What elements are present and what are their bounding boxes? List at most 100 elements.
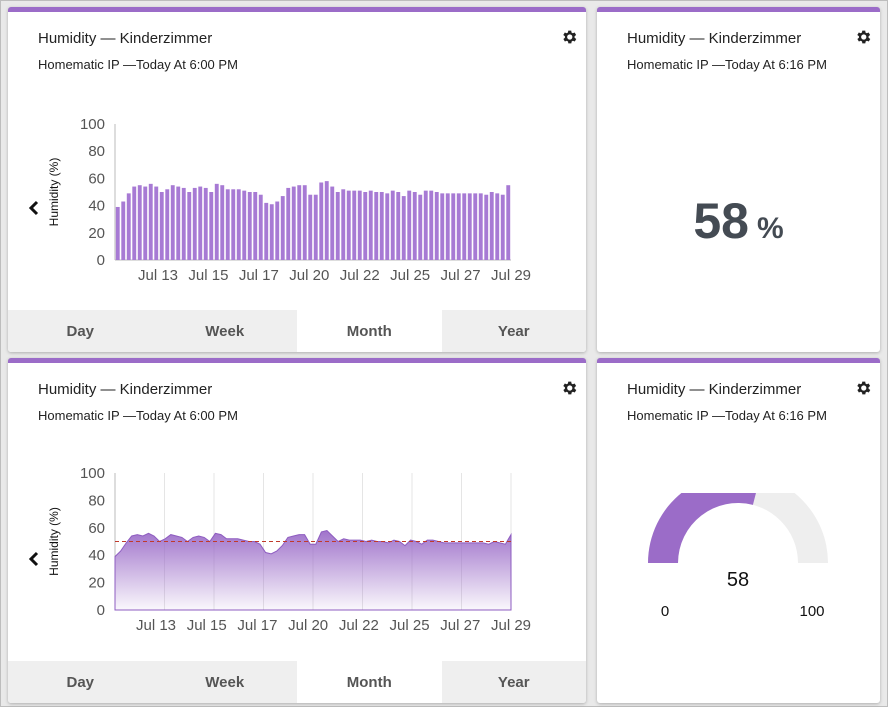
- bar: [247, 192, 252, 260]
- x-tick-label: Jul 13: [138, 267, 178, 284]
- x-tick-label: Jul 15: [187, 617, 227, 634]
- gauge-min-label: 0: [661, 603, 669, 620]
- tab-week[interactable]: Week: [152, 661, 297, 703]
- x-tick-label: Jul 20: [288, 617, 328, 634]
- chevron-left-icon[interactable]: [28, 200, 40, 216]
- bar: [236, 189, 241, 260]
- bar: [291, 186, 296, 260]
- x-tick-label: Jul 13: [136, 617, 176, 634]
- card-subtitle: Homematic IP —Today At 6:16 PM: [627, 57, 827, 72]
- bar: [121, 201, 126, 260]
- bar: [357, 190, 362, 260]
- humidity-reading: 58%: [597, 192, 880, 250]
- bar: [324, 181, 329, 260]
- y-tick-label: 60: [88, 170, 105, 187]
- humidity-value-card: Humidity — Kinderzimmer Homematic IP —To…: [597, 7, 880, 352]
- bar: [165, 189, 170, 260]
- y-tick-label: 40: [88, 547, 105, 564]
- tab-day[interactable]: Day: [8, 310, 153, 352]
- time-range-tabs: Day Week Month Year: [8, 661, 586, 703]
- bar: [187, 192, 192, 260]
- bar: [330, 186, 335, 260]
- card-subtitle: Homematic IP —Today At 6:00 PM: [38, 408, 238, 423]
- x-tick-label: Jul 27: [441, 267, 481, 284]
- y-tick-label: 100: [80, 465, 105, 482]
- bar: [209, 192, 214, 260]
- bar: [478, 193, 483, 260]
- bar: [275, 201, 280, 260]
- bar: [440, 193, 445, 260]
- bar: [198, 186, 203, 260]
- bar: [258, 194, 263, 260]
- gauge-fill: [648, 493, 756, 563]
- bar: [231, 189, 236, 260]
- tab-week[interactable]: Week: [152, 310, 297, 352]
- y-tick-label: 0: [97, 602, 105, 619]
- card-title: Humidity — Kinderzimmer: [627, 30, 802, 47]
- bar: [489, 192, 494, 260]
- bar: [500, 194, 505, 260]
- bar: [423, 190, 428, 260]
- bar: [313, 194, 318, 260]
- y-tick-label: 60: [88, 520, 105, 537]
- bar: [264, 202, 269, 260]
- bar: [203, 187, 208, 260]
- bar: [159, 192, 164, 260]
- bar: [352, 190, 357, 260]
- bar: [143, 186, 148, 260]
- x-tick-label: Jul 29: [491, 267, 531, 284]
- y-tick-label: 0: [97, 252, 105, 269]
- bar: [341, 189, 346, 260]
- humidity-bar-chart-card: Humidity — Kinderzimmer Homematic IP —To…: [8, 7, 586, 352]
- area-series: [114, 529, 512, 611]
- bar: [280, 196, 285, 260]
- bar: [412, 192, 417, 260]
- x-tick-label: Jul 17: [239, 267, 279, 284]
- bar: [467, 193, 472, 260]
- bar: [115, 206, 120, 260]
- bar: [225, 189, 230, 260]
- tab-year[interactable]: Year: [441, 661, 586, 703]
- bar: [170, 185, 175, 260]
- bar: [484, 194, 489, 260]
- bar: [379, 192, 384, 260]
- y-tick-label: 80: [88, 143, 105, 160]
- bar: [429, 190, 434, 260]
- x-tick-label: Jul 25: [390, 617, 430, 634]
- bar-chart: 100 80 60 40 20 0 Humidity (%) Jul 13 Jul 15 Jul …: [47, 116, 531, 284]
- bar: [401, 196, 406, 260]
- bar: [132, 186, 137, 260]
- humidity-value: 58: [693, 193, 749, 249]
- bar: [390, 190, 395, 260]
- bar: [214, 183, 219, 260]
- tab-day[interactable]: Day: [8, 661, 153, 703]
- card-title: Humidity — Kinderzimmer: [38, 30, 213, 47]
- bar: [154, 186, 159, 260]
- bar: [220, 185, 225, 260]
- gear-icon[interactable]: [854, 28, 872, 46]
- area-chart: 100 80 60 40 20 0 Humidity (%) Jul 13 Jul 15 Jul …: [47, 465, 531, 634]
- bar: [286, 187, 291, 260]
- bar: [308, 194, 313, 260]
- tab-year[interactable]: Year: [441, 310, 586, 352]
- bar: [297, 185, 302, 260]
- gear-icon[interactable]: [560, 28, 578, 46]
- x-tick-label: Jul 25: [390, 267, 430, 284]
- x-tick-label: Jul 29: [491, 617, 531, 634]
- bar: [253, 192, 258, 260]
- bar: [192, 187, 197, 260]
- bar: [181, 187, 186, 260]
- card-title: Humidity — Kinderzimmer: [627, 381, 802, 398]
- humidity-gauge-card: Humidity — Kinderzimmer Homematic IP —To…: [597, 358, 880, 703]
- bar: [242, 190, 247, 260]
- chevron-left-icon[interactable]: [28, 551, 40, 567]
- bar: [176, 186, 181, 260]
- tab-month[interactable]: Month: [297, 310, 442, 352]
- tab-month[interactable]: Month: [297, 661, 442, 703]
- y-axis-label: Humidity (%): [47, 158, 61, 227]
- gear-icon[interactable]: [560, 379, 578, 397]
- card-title: Humidity — Kinderzimmer: [38, 381, 213, 398]
- gear-icon[interactable]: [854, 379, 872, 397]
- bar: [462, 193, 467, 260]
- humidity-unit: %: [756, 212, 784, 245]
